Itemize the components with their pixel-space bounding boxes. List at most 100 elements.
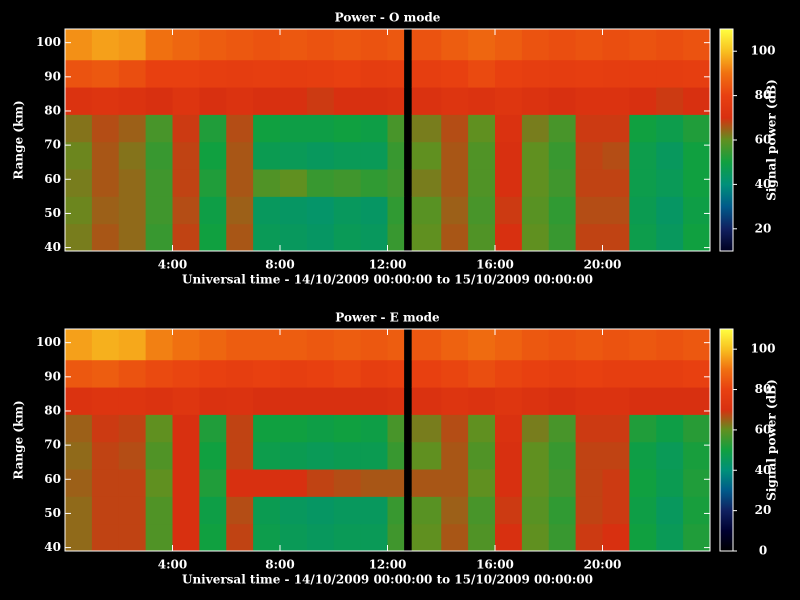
cell	[172, 387, 200, 415]
cell	[602, 469, 630, 497]
cell	[656, 329, 684, 361]
cell	[495, 169, 523, 197]
cell	[656, 441, 684, 470]
cell	[118, 59, 147, 88]
cell	[333, 169, 362, 197]
cell	[199, 196, 227, 225]
cell	[411, 223, 442, 251]
cell	[575, 29, 603, 61]
y-tick-label: 80	[44, 103, 61, 117]
cell	[65, 141, 93, 170]
cell	[360, 387, 388, 415]
cell	[575, 523, 603, 551]
cell	[548, 523, 577, 551]
cell	[602, 359, 630, 388]
cell	[360, 223, 388, 251]
cell	[91, 196, 120, 225]
cell	[118, 141, 147, 170]
cell	[253, 196, 281, 225]
cell	[280, 387, 308, 415]
cell	[521, 223, 550, 251]
cell	[253, 59, 281, 88]
cell	[629, 87, 657, 115]
cell	[411, 414, 442, 443]
cell	[387, 59, 405, 88]
cell	[548, 441, 577, 470]
cell	[199, 29, 227, 61]
cell	[387, 329, 405, 361]
cell	[602, 196, 630, 225]
y-tick-label: 100	[36, 35, 61, 49]
cell	[629, 359, 657, 388]
cell	[253, 114, 281, 143]
cell	[495, 469, 523, 497]
cell	[683, 29, 710, 61]
cell	[575, 141, 603, 170]
cell	[199, 469, 227, 497]
cell	[441, 114, 469, 143]
cell	[118, 387, 147, 415]
cell	[226, 329, 254, 361]
cell	[145, 87, 173, 115]
cell	[521, 87, 550, 115]
cell	[199, 223, 227, 251]
cell	[441, 196, 469, 225]
cell	[441, 414, 469, 443]
cell	[602, 29, 630, 61]
cell	[548, 387, 577, 415]
cell	[360, 414, 388, 443]
cell	[226, 29, 254, 61]
cell	[575, 223, 603, 251]
cell	[65, 414, 93, 443]
cell	[226, 387, 254, 415]
cell	[65, 359, 93, 388]
cell	[683, 114, 710, 143]
colorbar	[719, 28, 734, 252]
cell	[387, 87, 405, 115]
cell	[253, 387, 281, 415]
cell	[280, 87, 308, 115]
cell	[602, 223, 630, 251]
colorbar-label: Signal power (dB)	[765, 379, 779, 501]
cell	[629, 329, 657, 361]
cell	[495, 329, 523, 361]
cell	[683, 59, 710, 88]
cell	[683, 441, 710, 470]
cell	[280, 496, 308, 525]
cell	[333, 87, 362, 115]
cell	[387, 141, 405, 170]
cell	[145, 114, 173, 143]
cell	[521, 59, 550, 88]
cell	[468, 169, 496, 197]
cell	[411, 141, 442, 170]
cell	[629, 141, 657, 170]
cell	[199, 114, 227, 143]
cell	[333, 359, 362, 388]
cell	[548, 114, 577, 143]
cell	[360, 114, 388, 143]
cell	[91, 496, 120, 525]
cell	[629, 114, 657, 143]
cell	[145, 59, 173, 88]
cell	[199, 141, 227, 170]
cell	[411, 387, 442, 415]
x-tick-label: 20:00	[584, 258, 622, 272]
cell	[280, 59, 308, 88]
cell	[411, 196, 442, 225]
cell	[172, 59, 200, 88]
cell	[306, 414, 335, 443]
cell	[575, 169, 603, 197]
x-tick-label: 4:00	[158, 258, 187, 272]
cell	[575, 59, 603, 88]
cell	[226, 114, 254, 143]
cell	[441, 496, 469, 525]
colorbar	[719, 328, 734, 552]
cell	[602, 387, 630, 415]
cell	[683, 359, 710, 388]
y-tick-label: 50	[44, 206, 61, 220]
cell	[91, 414, 120, 443]
cell	[306, 59, 335, 88]
cell	[306, 87, 335, 115]
